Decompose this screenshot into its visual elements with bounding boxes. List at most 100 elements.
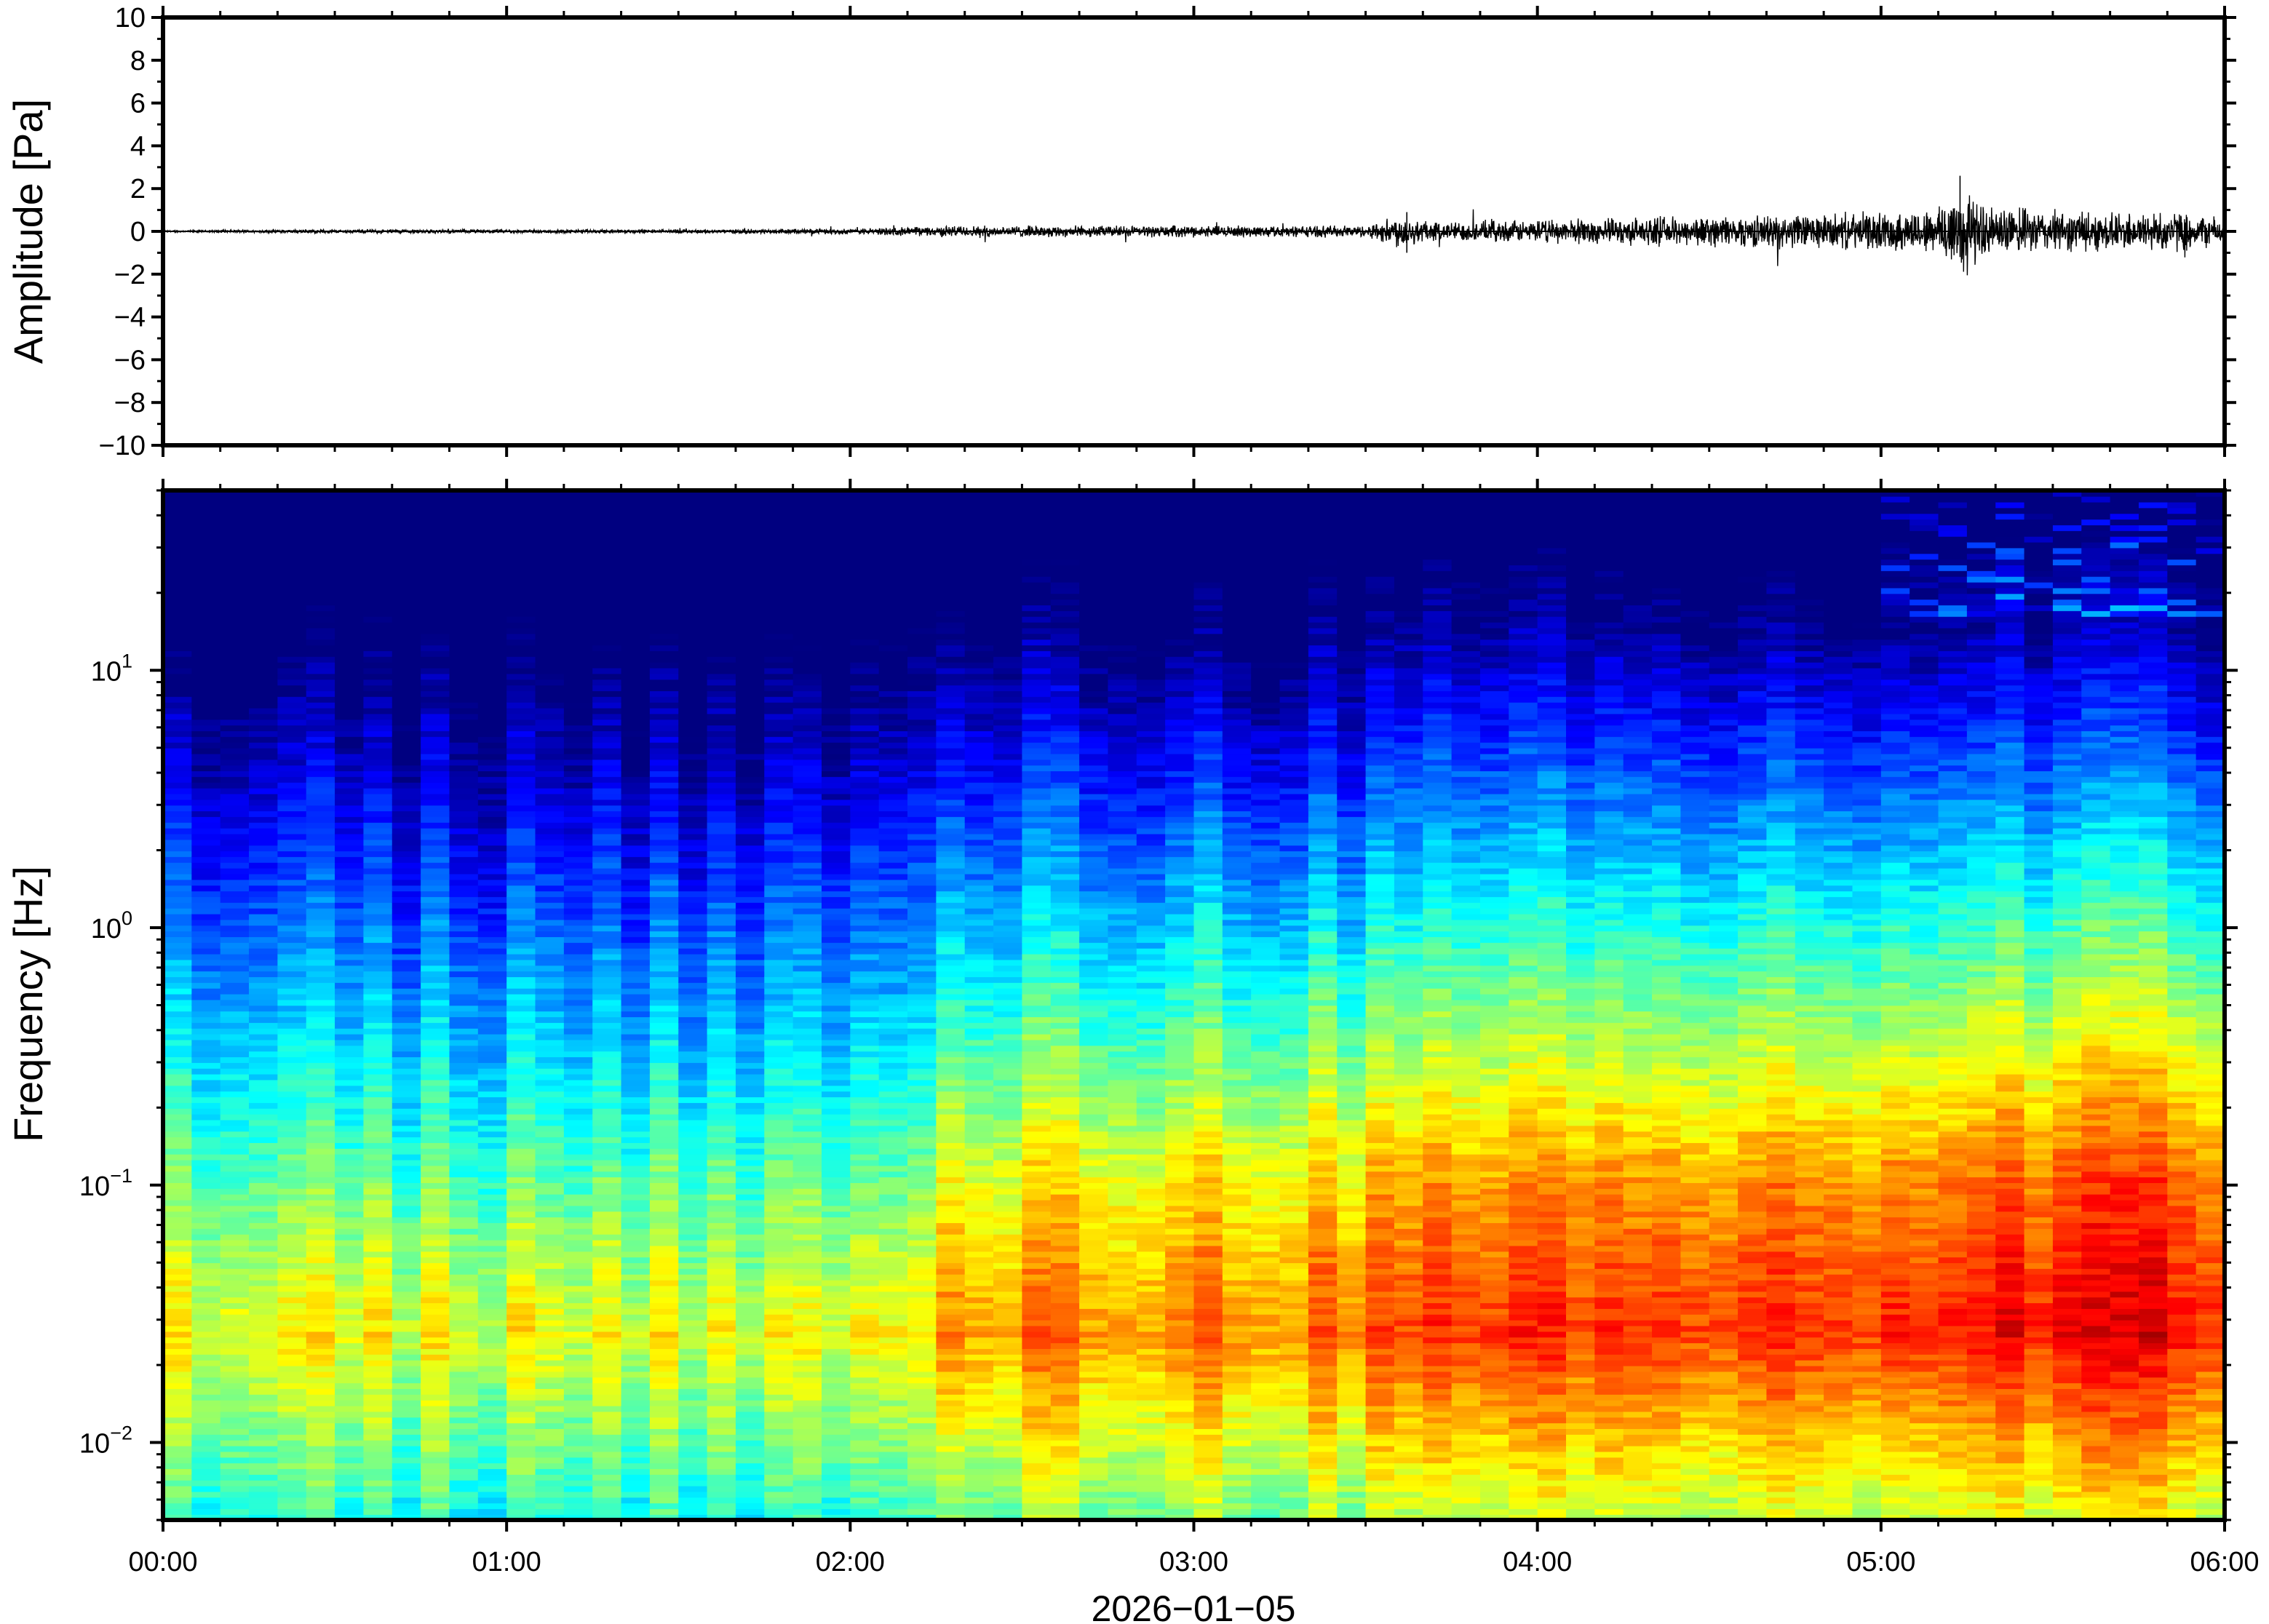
spectrogram-cell bbox=[649, 833, 680, 840]
spectrogram-cell bbox=[592, 793, 622, 800]
spectrogram-cell bbox=[907, 776, 937, 783]
spectrogram-cell bbox=[907, 1137, 937, 1143]
spectrogram-cell bbox=[821, 593, 851, 600]
spectrogram-cell bbox=[735, 1165, 766, 1172]
spectrogram-cell bbox=[792, 947, 822, 955]
spectrogram-cell bbox=[592, 1108, 622, 1115]
spectrogram-cell bbox=[907, 536, 937, 543]
spectrogram-cell bbox=[449, 1125, 479, 1132]
spectrogram-cell bbox=[535, 1142, 565, 1149]
spectrogram-cell bbox=[592, 587, 622, 594]
spectrogram-cell bbox=[563, 536, 594, 543]
spectrogram-cell bbox=[878, 1314, 908, 1321]
spectrogram-cell bbox=[621, 1474, 651, 1481]
spectrogram-cell bbox=[678, 1348, 708, 1355]
spectrogram-cell bbox=[363, 816, 393, 823]
spectrogram-cell bbox=[249, 593, 279, 600]
spectrogram-cell bbox=[421, 1159, 450, 1166]
spectrogram-cell bbox=[878, 1428, 908, 1435]
spectrogram-cell bbox=[421, 685, 450, 691]
spectrogram-cell bbox=[477, 1308, 507, 1315]
spectrogram-cell bbox=[277, 559, 307, 565]
spectrogram-cell bbox=[707, 559, 736, 565]
spectrogram-cell bbox=[506, 1297, 536, 1304]
spectrogram-cell bbox=[878, 1382, 908, 1389]
spectrogram-cell bbox=[707, 925, 736, 932]
spectrogram-cell bbox=[449, 811, 479, 817]
spectrogram-cell bbox=[649, 1113, 680, 1121]
spectrogram-cell bbox=[707, 1325, 736, 1332]
spectrogram-cell bbox=[821, 696, 851, 703]
spectrogram-cell bbox=[220, 1005, 250, 1012]
spectrogram-cell bbox=[163, 1188, 193, 1195]
spectrogram-cell bbox=[249, 1354, 279, 1361]
spectrogram-cell bbox=[506, 1228, 536, 1235]
spectrogram-cell bbox=[621, 925, 651, 932]
spectrogram-cell bbox=[306, 610, 335, 617]
spectrogram-cell bbox=[335, 1302, 365, 1309]
spectrogram-cell bbox=[535, 1273, 565, 1281]
spectrogram-cell bbox=[907, 902, 937, 909]
spectrogram-cell bbox=[649, 867, 680, 875]
spectrogram-cell bbox=[735, 725, 766, 731]
spectrogram-cell bbox=[649, 1497, 680, 1504]
spectrogram-cell bbox=[277, 1211, 307, 1218]
spectrogram-cell bbox=[621, 753, 651, 760]
spectrogram-cell bbox=[735, 1113, 766, 1121]
spectrogram-cell bbox=[220, 821, 250, 829]
spectrogram-cell bbox=[563, 1502, 594, 1510]
spectrogram-cell bbox=[392, 987, 421, 995]
spectrogram-cell bbox=[621, 861, 651, 869]
spectrogram-cell bbox=[792, 1073, 822, 1080]
spectrogram-cell bbox=[220, 805, 250, 812]
spectrogram-cell bbox=[335, 827, 365, 835]
spectrogram-cell bbox=[850, 1325, 880, 1332]
spectrogram-cell bbox=[563, 1273, 594, 1281]
spectrogram-cell bbox=[907, 919, 937, 926]
spectrogram-cell bbox=[421, 1479, 450, 1486]
spectrogram-cell bbox=[191, 1273, 221, 1281]
spectrogram-cell bbox=[821, 1497, 851, 1504]
spectrogram-cell bbox=[392, 1153, 421, 1161]
spectrogram-cell bbox=[563, 1382, 594, 1389]
spectrogram-cell bbox=[821, 719, 851, 726]
spectrogram-cell bbox=[277, 1062, 307, 1069]
spectrogram-cell bbox=[678, 1273, 708, 1281]
spectrogram-cell bbox=[792, 856, 822, 863]
spectrogram-cell bbox=[764, 1171, 794, 1178]
spectrogram-cell bbox=[678, 1067, 708, 1075]
spectrogram-cell bbox=[421, 1491, 450, 1498]
spectrogram-cell bbox=[335, 891, 365, 897]
spectrogram-cell bbox=[506, 599, 536, 606]
spectrogram-cell bbox=[649, 982, 680, 989]
spectrogram-cell bbox=[163, 942, 193, 949]
spectrogram-cell bbox=[277, 971, 307, 977]
spectrogram-cell bbox=[907, 1365, 937, 1372]
spectrogram-cell bbox=[421, 507, 450, 514]
spectrogram-cell bbox=[449, 1428, 479, 1435]
spectrogram-cell bbox=[649, 1474, 680, 1481]
spectrogram-cell bbox=[821, 1399, 851, 1406]
spectrogram-cell bbox=[678, 1011, 708, 1018]
spectrogram-cell bbox=[506, 1125, 536, 1132]
spectrogram-cell bbox=[335, 1359, 365, 1366]
spectrogram-cell bbox=[277, 1268, 307, 1275]
spectrogram-cell bbox=[421, 1085, 450, 1092]
spectrogram-cell bbox=[477, 1165, 507, 1172]
spectrogram-cell bbox=[335, 701, 365, 709]
spectrogram-cell bbox=[649, 759, 680, 766]
spectrogram-cell bbox=[649, 1434, 680, 1441]
spectrogram-cell bbox=[477, 1508, 507, 1515]
spectrogram-cell bbox=[592, 616, 622, 623]
spectrogram-cell bbox=[878, 1113, 908, 1121]
spectrogram-cell bbox=[735, 987, 766, 995]
spectrogram-cell bbox=[563, 593, 594, 600]
spectrogram-cell bbox=[678, 1085, 708, 1092]
spectrogram-cell bbox=[850, 747, 880, 755]
spectrogram-cell bbox=[735, 936, 766, 943]
spectrogram-cell bbox=[249, 553, 279, 560]
spectrogram-cell bbox=[421, 616, 450, 623]
waveform-y-tick-label: 4 bbox=[130, 131, 146, 162]
spectrogram-cell bbox=[477, 1188, 507, 1195]
spectrogram-cell bbox=[850, 896, 880, 903]
